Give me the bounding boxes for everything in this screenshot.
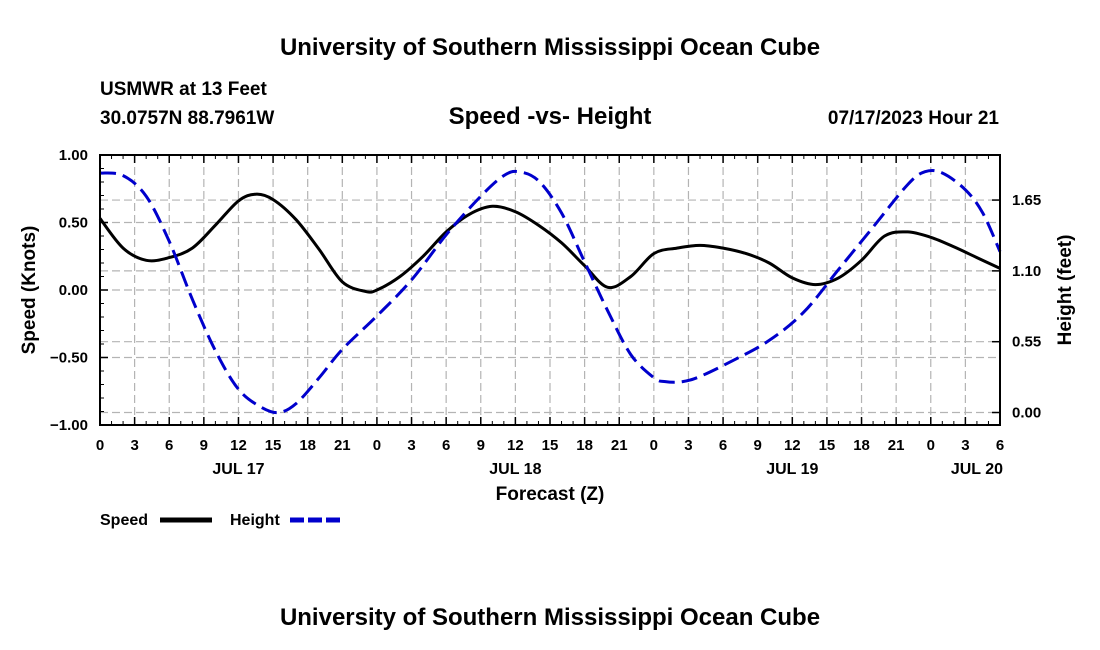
x-tick-label: 15 — [265, 437, 282, 454]
y-tick-label-left: −0.50 — [50, 350, 88, 367]
date-label: JUL 17 — [212, 461, 264, 478]
coordinates: 30.0757N 88.7961W — [100, 108, 274, 129]
y-tick-label-right: 0.00 — [1012, 405, 1041, 422]
x-tick-label: 21 — [611, 437, 628, 454]
x-tick-label: 0 — [927, 437, 935, 454]
date-label: JUL 18 — [489, 461, 541, 478]
y-tick-label-right: 1.65 — [1012, 192, 1041, 209]
x-tick-label: 21 — [334, 437, 351, 454]
x-tick-label: 12 — [507, 437, 524, 454]
date-label: JUL 19 — [766, 461, 818, 478]
legend-height-label: Height — [230, 512, 280, 529]
legend: Speed Height — [100, 512, 342, 529]
x-tick-label: 9 — [200, 437, 208, 454]
x-axis-label: Forecast (Z) — [496, 484, 605, 505]
x-tick-label: 18 — [853, 437, 870, 454]
x-tick-label: 3 — [130, 437, 138, 454]
x-tick-label: 0 — [96, 437, 104, 454]
y-tick-label-right: 0.55 — [1012, 334, 1041, 351]
grid-lines — [100, 155, 1000, 425]
x-tick-label: 0 — [650, 437, 658, 454]
x-tick-label: 12 — [230, 437, 247, 454]
y-axis-label-left: Speed (Knots) — [19, 226, 40, 355]
datetime-label: 07/17/2023 Hour 21 — [828, 108, 1000, 129]
main-title: University of Southern Mississippi Ocean… — [280, 34, 820, 61]
speed-series-line — [98, 192, 1001, 294]
x-tick-label: 15 — [542, 437, 559, 454]
tick-labels: 0 3 6 9 12 15 18 21 0 3 6 9 12 15 18 21 0 3 6 9 12 15 18 21 0 3 6 J… — [50, 147, 1041, 478]
y-tick-label-right: 1.10 — [1012, 263, 1041, 280]
x-tick-label: 15 — [819, 437, 836, 454]
x-tick-label: 3 — [684, 437, 692, 454]
x-tick-label: 18 — [576, 437, 593, 454]
x-tick-label: 6 — [719, 437, 727, 454]
x-tick-label: 3 — [407, 437, 415, 454]
x-tick-label: 6 — [165, 437, 173, 454]
y-tick-label-left: 1.00 — [59, 147, 88, 164]
footer-title: University of Southern Mississippi Ocean… — [280, 604, 820, 631]
y-tick-label-left: 0.50 — [59, 215, 88, 232]
legend-speed-label: Speed — [100, 512, 148, 529]
chart-title: Speed -vs- Height — [449, 103, 652, 130]
x-tick-label: 6 — [442, 437, 450, 454]
station-label: USMWR at 13 Feet — [100, 79, 267, 100]
x-tick-label: 9 — [754, 437, 762, 454]
series-lines — [98, 168, 1002, 415]
y-tick-label-left: −1.00 — [50, 417, 88, 434]
x-tick-label: 9 — [477, 437, 485, 454]
date-label: JUL 20 — [951, 461, 1003, 478]
y-axis-label-right: Height (feet) — [1055, 235, 1076, 346]
x-tick-label: 3 — [961, 437, 969, 454]
x-tick-label: 0 — [373, 437, 381, 454]
x-tick-label: 6 — [996, 437, 1004, 454]
height-series-line — [99, 168, 1002, 415]
x-tick-label: 21 — [888, 437, 905, 454]
axis-ticks — [99, 154, 1001, 426]
y-tick-label-left: 0.00 — [59, 282, 88, 299]
x-tick-label: 18 — [299, 437, 316, 454]
x-tick-label: 12 — [784, 437, 801, 454]
